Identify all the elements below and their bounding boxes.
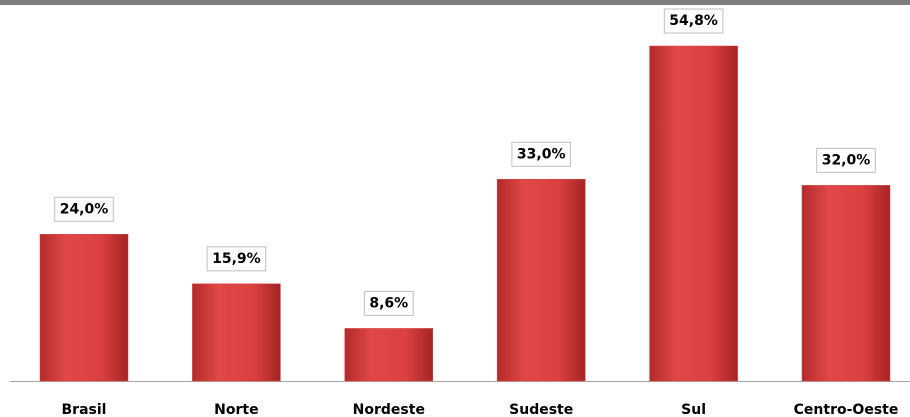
data-label-box xyxy=(206,246,267,272)
data-label: 33,0% xyxy=(517,146,566,162)
data-label-box xyxy=(663,8,724,34)
x-tick-label: Nordeste xyxy=(353,402,425,417)
data-label: 24,0% xyxy=(60,201,109,217)
data-label-box xyxy=(816,147,876,173)
data-label: 15,9% xyxy=(212,251,261,267)
x-tick-label: Norte xyxy=(214,402,258,417)
bar xyxy=(801,185,891,382)
data-label-box xyxy=(511,141,571,167)
bar xyxy=(39,234,129,382)
x-tick-label: Centro-Oeste xyxy=(794,402,899,417)
bar xyxy=(496,179,586,382)
x-tick-label: Sudeste xyxy=(509,402,573,417)
data-label: 54,8% xyxy=(669,13,718,29)
data-label: 32,0% xyxy=(822,152,871,168)
data-label-box xyxy=(54,196,114,222)
bar xyxy=(344,328,434,382)
x-tick-label: Brasil xyxy=(62,402,107,417)
bar xyxy=(192,283,281,382)
x-tick-label: Sul xyxy=(681,402,706,417)
top-bar xyxy=(0,0,910,5)
bar xyxy=(649,45,738,382)
data-label: 8,6% xyxy=(369,295,408,311)
data-label-box xyxy=(363,290,414,316)
